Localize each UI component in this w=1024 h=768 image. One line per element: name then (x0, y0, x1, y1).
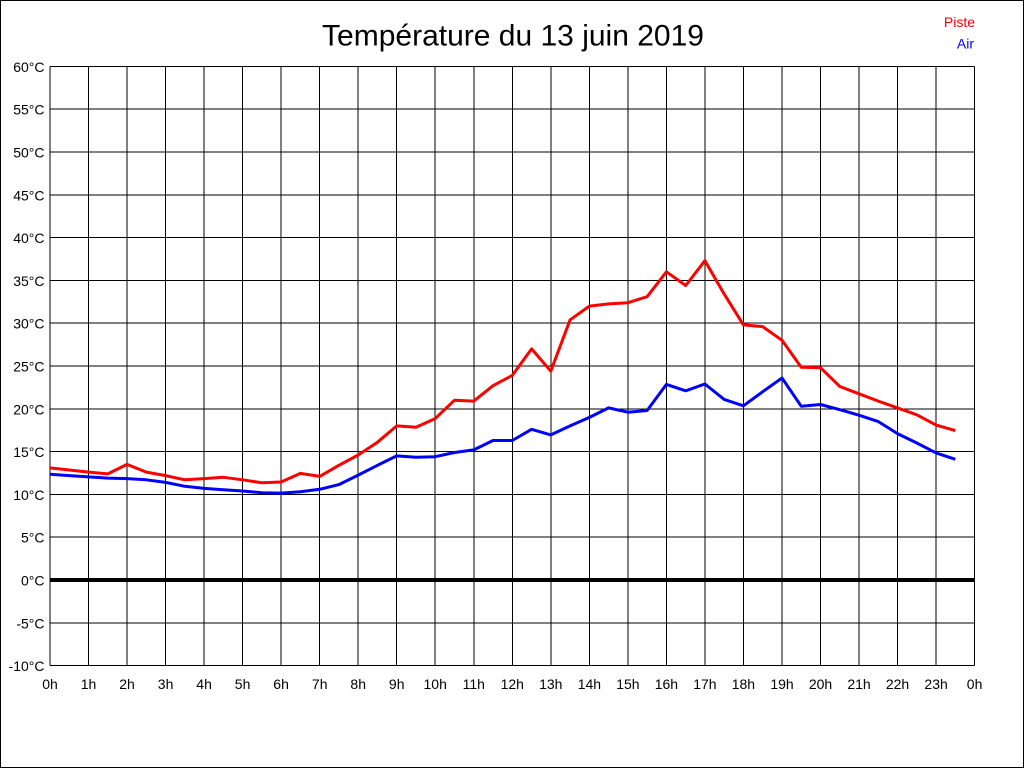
svg-text:4h: 4h (196, 676, 212, 692)
svg-text:1h: 1h (81, 676, 97, 692)
svg-text:0°C: 0°C (21, 573, 45, 589)
svg-text:23h: 23h (924, 676, 947, 692)
svg-text:18h: 18h (732, 676, 755, 692)
svg-text:2h: 2h (119, 676, 135, 692)
svg-text:15°C: 15°C (13, 444, 44, 460)
svg-text:16h: 16h (655, 676, 678, 692)
svg-text:9h: 9h (389, 676, 405, 692)
svg-text:10h: 10h (424, 676, 447, 692)
svg-text:-5°C: -5°C (16, 615, 44, 631)
svg-text:0h: 0h (42, 676, 58, 692)
svg-text:20h: 20h (809, 676, 832, 692)
svg-text:5°C: 5°C (21, 530, 45, 546)
svg-text:13h: 13h (539, 676, 562, 692)
svg-text:0h: 0h (967, 676, 983, 692)
svg-text:14h: 14h (578, 676, 601, 692)
svg-text:21h: 21h (847, 676, 870, 692)
svg-text:20°C: 20°C (13, 401, 44, 417)
svg-text:10°C: 10°C (13, 487, 44, 503)
svg-text:22h: 22h (886, 676, 909, 692)
svg-text:40°C: 40°C (13, 230, 44, 246)
svg-text:19h: 19h (770, 676, 793, 692)
svg-text:45°C: 45°C (13, 187, 44, 203)
svg-text:12h: 12h (501, 676, 524, 692)
svg-text:17h: 17h (693, 676, 716, 692)
svg-text:15h: 15h (616, 676, 639, 692)
svg-text:35°C: 35°C (13, 273, 44, 289)
svg-text:7h: 7h (312, 676, 328, 692)
svg-text:-10°C: -10°C (9, 658, 45, 674)
svg-text:60°C: 60°C (13, 59, 44, 75)
svg-text:55°C: 55°C (13, 102, 44, 118)
svg-text:3h: 3h (158, 676, 174, 692)
svg-text:Température du 13 juin 2019: Température du 13 juin 2019 (322, 20, 704, 53)
svg-text:30°C: 30°C (13, 316, 44, 332)
svg-text:6h: 6h (273, 676, 289, 692)
svg-text:25°C: 25°C (13, 359, 44, 375)
svg-text:5h: 5h (235, 676, 251, 692)
svg-text:Air: Air (957, 36, 974, 52)
svg-text:50°C: 50°C (13, 145, 44, 161)
svg-text:8h: 8h (350, 676, 366, 692)
svg-text:Piste: Piste (944, 14, 975, 30)
svg-text:11h: 11h (463, 676, 485, 692)
